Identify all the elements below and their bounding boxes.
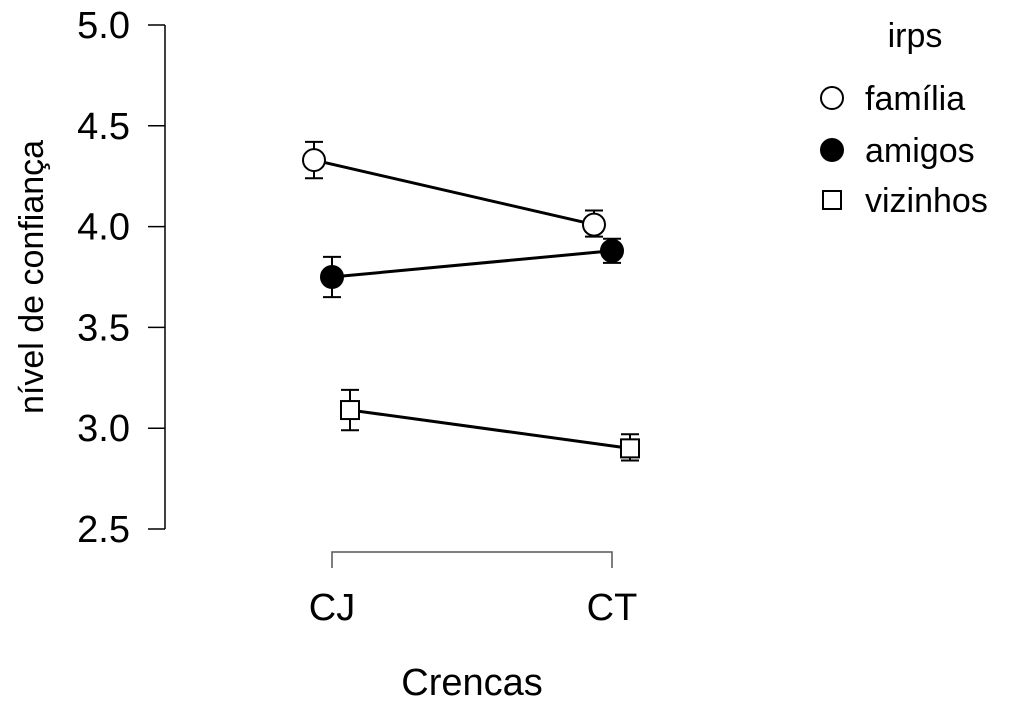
legend-marker (820, 86, 844, 110)
legend-marker (820, 138, 844, 162)
legend-item: vizinhos (822, 182, 988, 220)
legend: irps família amigos vizinhos (820, 17, 988, 220)
plot-area (302, 140, 640, 462)
series-line (313, 158, 595, 227)
data-point (302, 148, 326, 173)
series-line (349, 408, 631, 450)
data-point (600, 238, 624, 263)
data-point (620, 438, 640, 459)
y-tick-label: 2.5 (77, 509, 130, 551)
y-ticks: 2.5 3.0 3.5 4.0 4.5 5.0 (77, 5, 165, 551)
legend-marker (822, 190, 842, 210)
y-tick-label: 5.0 (77, 5, 130, 47)
series-2 (340, 388, 640, 462)
data-point (340, 400, 360, 421)
y-tick-label: 3.5 (77, 307, 130, 349)
y-axis-label: nível de confiança (13, 140, 51, 414)
legend-label: vizinhos (865, 182, 988, 220)
data-point (320, 265, 344, 289)
x-tick-label: CT (587, 587, 638, 629)
legend-label: família (865, 80, 965, 118)
series-line (331, 249, 613, 279)
y-tick-label: 4.0 (77, 207, 130, 249)
x-ticks: CJ CT (309, 587, 638, 629)
x-axis-bracket (331, 551, 613, 568)
legend-item: família (820, 80, 965, 118)
y-tick-label: 3.0 (77, 408, 130, 450)
x-tick-label: CJ (309, 587, 355, 629)
legend-label: amigos (865, 132, 975, 170)
series-0 (302, 140, 606, 238)
x-axis-label: Crencas (401, 662, 543, 704)
y-tick-label: 4.5 (77, 106, 130, 148)
series-1 (320, 237, 624, 299)
legend-title: irps (888, 17, 943, 55)
data-point (582, 212, 606, 237)
legend-item: amigos (820, 132, 975, 170)
